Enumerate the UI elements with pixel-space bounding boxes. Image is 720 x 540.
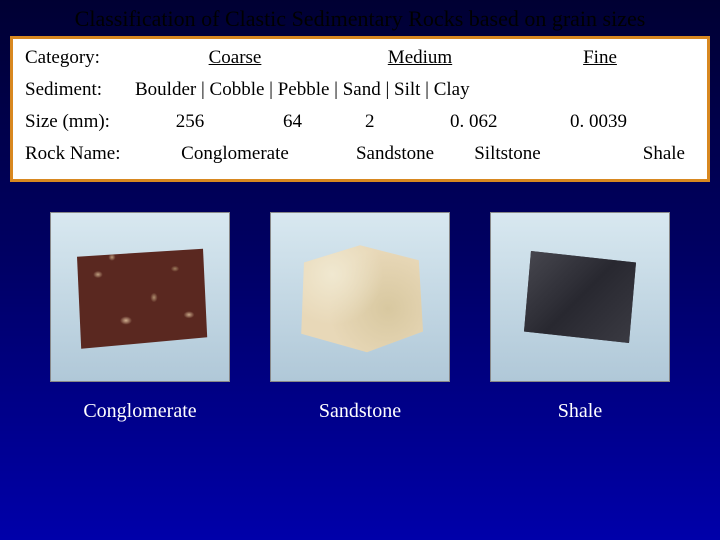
- size-0062: 0. 062: [430, 111, 540, 133]
- rockname-siltstone: Siltstone: [455, 143, 560, 165]
- size-label: Size (mm):: [25, 111, 135, 133]
- gallery-item-sandstone: Sandstone: [270, 212, 450, 423]
- sediment-row: Sediment: Boulder | Cobble | Pebble | Sa…: [25, 79, 695, 101]
- rock-gallery: Conglomerate Sandstone Shale: [0, 212, 720, 423]
- page-title: Classification of Clastic Sedimentary Ro…: [0, 0, 720, 36]
- sandstone-image: [270, 212, 450, 382]
- rockname-sandstone: Sandstone: [335, 143, 455, 165]
- conglomerate-shape: [70, 240, 210, 355]
- size-64: 64: [245, 111, 340, 133]
- sediment-label: Sediment:: [25, 79, 135, 101]
- gallery-item-conglomerate: Conglomerate: [50, 212, 230, 423]
- rockname-row: Rock Name: Conglomerate Sandstone Siltst…: [25, 143, 695, 165]
- rockname-shale: Shale: [560, 143, 695, 165]
- category-row: Category: Coarse Medium Fine: [25, 47, 695, 69]
- size-row: Size (mm): 256 64 2 0. 062 0. 0039: [25, 111, 695, 133]
- category-coarse: Coarse: [135, 47, 335, 69]
- conglomerate-image: [50, 212, 230, 382]
- conglomerate-label: Conglomerate: [83, 400, 196, 423]
- shale-label: Shale: [558, 400, 602, 423]
- sandstone-shape: [290, 240, 430, 355]
- gallery-item-shale: Shale: [490, 212, 670, 423]
- size-00039: 0. 0039: [540, 111, 695, 133]
- shale-image: [490, 212, 670, 382]
- category-fine: Fine: [505, 47, 695, 69]
- rockname-label: Rock Name:: [25, 143, 135, 165]
- rockname-conglomerate: Conglomerate: [135, 143, 335, 165]
- category-medium: Medium: [335, 47, 505, 69]
- size-2: 2: [340, 111, 430, 133]
- sandstone-label: Sandstone: [319, 400, 401, 423]
- shale-shape: [510, 240, 650, 355]
- classification-table: Category: Coarse Medium Fine Sediment: B…: [10, 36, 710, 182]
- sediment-values: Boulder | Cobble | Pebble | Sand | Silt …: [135, 79, 695, 101]
- size-256: 256: [135, 111, 245, 133]
- category-label: Category:: [25, 47, 135, 69]
